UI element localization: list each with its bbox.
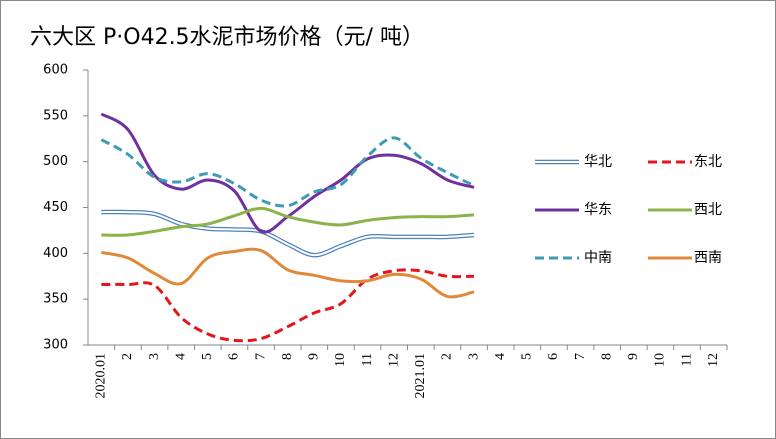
line	[101, 268, 475, 343]
x-tick-label: 10	[653, 353, 668, 367]
legend-label: 中南	[584, 250, 612, 266]
x-tick-label: 10	[333, 353, 348, 367]
x-tick-label: 6	[227, 353, 242, 360]
x-tick-label: 3	[147, 353, 162, 360]
x-tick-label: 5	[200, 353, 215, 360]
legend-label: 东北	[694, 154, 722, 170]
x-tick-label: 2021.01	[413, 353, 428, 399]
y-tick-label: 400	[43, 246, 68, 261]
x-tick-label: 8	[599, 353, 614, 360]
y-tick-label: 450	[43, 200, 68, 215]
x-tick-label: 9	[307, 353, 322, 360]
legend-label: 西北	[694, 202, 722, 218]
y-tick-label: 300	[43, 338, 68, 353]
y-tick-label: 500	[43, 154, 68, 169]
line-inner	[101, 210, 475, 257]
x-tick-label: 11	[679, 353, 694, 366]
x-tick-label: 11	[360, 353, 375, 366]
x-tick-label: 9	[626, 353, 641, 360]
x-tick-label: 4	[173, 353, 188, 360]
x-tick-label: 12	[386, 353, 401, 367]
x-tick-label: 3	[466, 353, 481, 360]
chart-title: 六大区 P·O42.5水泥市场价格（元/ 吨）	[30, 25, 424, 50]
legend-label: 华北	[584, 154, 612, 170]
x-tick-label: 4	[493, 353, 508, 360]
y-tick-label: 350	[43, 292, 68, 307]
x-tick-label: 7	[573, 353, 588, 360]
y-tick-label: 550	[43, 108, 68, 123]
line	[101, 247, 475, 299]
x-tick-label: 8	[280, 353, 295, 360]
x-tick-label: 2	[120, 353, 135, 360]
x-tick-label: 5	[520, 353, 535, 360]
x-tick-label: 7	[253, 353, 268, 360]
x-tick-label: 6	[546, 353, 561, 360]
legend-label: 西南	[694, 250, 722, 266]
x-tick-label: 12	[706, 353, 721, 367]
line	[101, 206, 475, 237]
legend-label: 华东	[584, 202, 612, 218]
line	[100, 136, 475, 208]
x-tick-label: 2020.01	[94, 353, 109, 399]
y-tick-label: 600	[43, 63, 68, 78]
x-tick-label: 2	[440, 353, 455, 360]
